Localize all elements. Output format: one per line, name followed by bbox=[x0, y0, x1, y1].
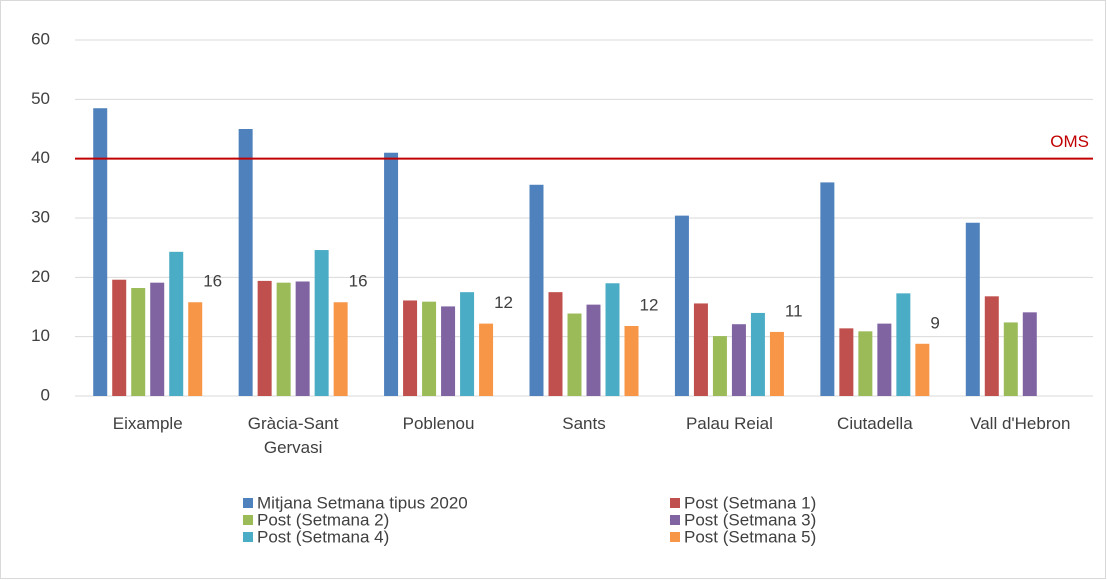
bar bbox=[403, 300, 418, 396]
bar bbox=[750, 312, 765, 396]
y-tick-label: 50 bbox=[31, 89, 50, 108]
bar bbox=[150, 282, 165, 396]
bar bbox=[314, 250, 329, 396]
bar bbox=[712, 336, 727, 396]
y-tick-label: 10 bbox=[31, 326, 50, 345]
legend-swatch bbox=[670, 532, 680, 542]
y-tick-label: 20 bbox=[31, 267, 50, 286]
bar bbox=[965, 222, 980, 396]
x-tick-label: Poblenou bbox=[402, 414, 475, 433]
data-label: 16 bbox=[349, 272, 368, 291]
bar bbox=[131, 288, 146, 396]
legend-label: Post (Setmana 5) bbox=[684, 527, 816, 546]
bar bbox=[674, 215, 689, 396]
bar bbox=[915, 343, 930, 396]
y-tick-label: 40 bbox=[31, 148, 50, 167]
x-tick-label: Ciutadella bbox=[837, 414, 913, 433]
bar bbox=[586, 304, 601, 396]
data-label: 16 bbox=[203, 272, 222, 291]
bar bbox=[238, 129, 253, 396]
bar bbox=[731, 324, 746, 396]
legend-label: Post (Setmana 1) bbox=[684, 493, 816, 512]
data-label: 9 bbox=[930, 313, 939, 332]
bar bbox=[839, 328, 854, 396]
bar bbox=[276, 282, 291, 396]
bar bbox=[441, 306, 456, 396]
bar bbox=[624, 325, 639, 396]
legend-label: Post (Setmana 3) bbox=[684, 510, 816, 529]
bar bbox=[422, 301, 437, 396]
bar bbox=[877, 323, 892, 396]
x-tick-label: Gràcia-Sant Gervasi bbox=[247, 414, 339, 457]
legend-swatch bbox=[243, 515, 253, 525]
bar bbox=[769, 331, 784, 396]
x-tick-label: Palau Reial bbox=[685, 414, 773, 433]
bar bbox=[567, 313, 582, 396]
legend-swatch bbox=[670, 515, 680, 525]
bar bbox=[112, 279, 127, 396]
y-tick-label: 30 bbox=[31, 207, 50, 226]
bar bbox=[188, 302, 203, 396]
legend-label: Post (Setmana 2) bbox=[257, 510, 389, 529]
bar bbox=[858, 331, 873, 396]
legend-swatch bbox=[243, 532, 253, 542]
data-label: 11 bbox=[785, 301, 803, 320]
bar bbox=[529, 184, 544, 396]
legend-swatch bbox=[243, 498, 253, 508]
x-tick-label: Vall d'Hebron bbox=[970, 414, 1071, 433]
x-tick-label: Sants bbox=[562, 414, 606, 433]
bar bbox=[295, 281, 310, 396]
bar bbox=[93, 108, 108, 396]
bar bbox=[548, 292, 563, 396]
reference-label: OMS bbox=[1050, 132, 1089, 151]
bar bbox=[257, 280, 272, 396]
legend-label: Mitjana Setmana tipus 2020 bbox=[257, 493, 468, 512]
bar bbox=[479, 323, 494, 396]
bar bbox=[333, 302, 348, 396]
bar bbox=[169, 251, 184, 396]
legend-swatch bbox=[670, 498, 680, 508]
y-tick-label: 60 bbox=[31, 29, 50, 48]
x-tick-label: Eixample bbox=[112, 414, 183, 433]
bar bbox=[605, 283, 620, 396]
bar bbox=[460, 292, 475, 396]
data-label: 12 bbox=[640, 295, 659, 314]
y-tick-label: 0 bbox=[41, 385, 50, 404]
bar bbox=[384, 152, 399, 396]
bar bbox=[820, 182, 835, 396]
bar bbox=[896, 293, 911, 396]
bar bbox=[1003, 322, 1018, 396]
bar bbox=[984, 296, 999, 396]
legend-label: Post (Setmana 4) bbox=[257, 527, 389, 546]
bar bbox=[693, 303, 708, 396]
data-label: 12 bbox=[494, 293, 513, 312]
bar bbox=[1022, 312, 1037, 396]
